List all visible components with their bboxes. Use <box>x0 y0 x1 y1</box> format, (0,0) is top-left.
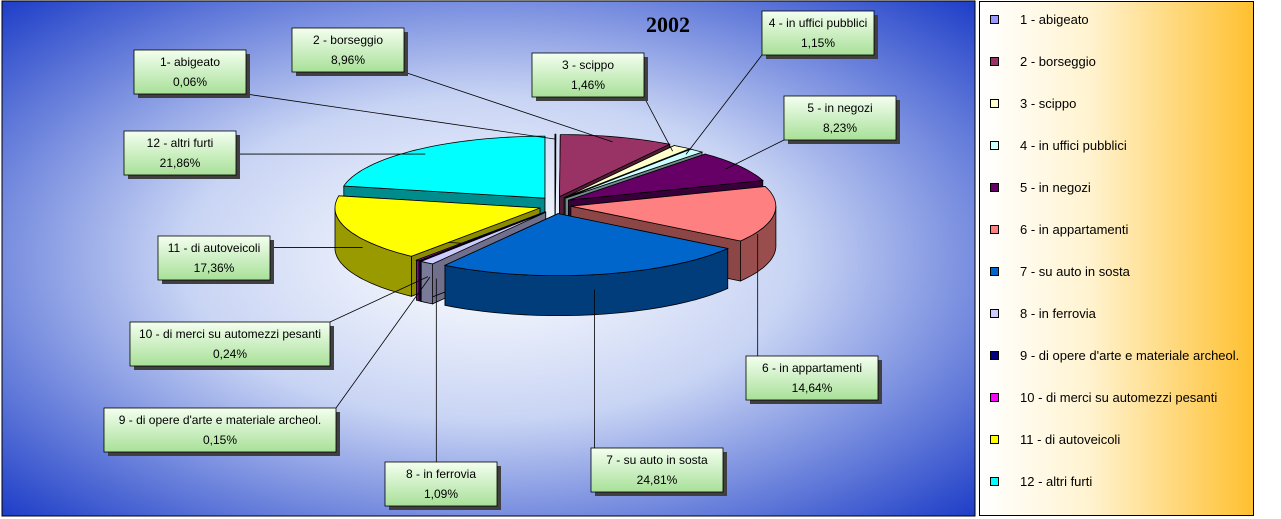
legend-label: 8 - in ferrovia <box>1020 306 1096 321</box>
legend-swatch <box>990 141 999 150</box>
legend-label: 1 - abigeato <box>1020 12 1089 27</box>
slice <box>343 135 546 199</box>
callout-label: 8 - in ferrovia <box>406 467 476 481</box>
callout-value: 21,86% <box>160 156 201 170</box>
callout-label: 4 - in uffici pubblici <box>769 16 868 30</box>
callout-label: 7 - su auto in sosta <box>606 453 708 467</box>
callout-value: 24,81% <box>637 473 678 487</box>
chart-title: 2002 <box>646 12 690 37</box>
callout-box <box>129 321 331 367</box>
callout-label: 1- abigeato <box>160 55 220 69</box>
legend-swatch <box>990 351 999 360</box>
slice <box>443 213 730 276</box>
callout-label: 11 - di autoveicoli <box>168 241 261 255</box>
slice <box>554 133 557 197</box>
legend-swatch <box>990 15 999 24</box>
callout-box <box>291 27 405 73</box>
callout-box <box>783 95 897 141</box>
leader-line <box>685 54 763 155</box>
slice <box>564 145 691 199</box>
callout-box <box>590 447 724 493</box>
legend-swatch <box>990 57 999 66</box>
legend-swatch <box>990 99 999 108</box>
callout-label: 9 - di opere d'arte e materiale archeol. <box>119 413 321 427</box>
legend-label: 4 - in uffici pubblici <box>1020 138 1127 153</box>
legend-swatch <box>990 267 999 276</box>
callout-value: 14,64% <box>792 381 833 395</box>
callout-box <box>531 52 645 98</box>
callout-box <box>133 49 247 95</box>
callout-label: 6 - in appartamenti <box>762 361 862 375</box>
legend-swatch <box>990 435 999 444</box>
leader-line <box>643 96 673 152</box>
callout-label: 12 - altri furti <box>147 136 214 150</box>
callout-box <box>384 461 498 507</box>
callout-value: 1,46% <box>571 78 605 92</box>
legend-item: 8 - in ferrovia <box>990 306 1252 322</box>
legend-item: 10 - di merci su automezzi pesanti <box>990 390 1252 406</box>
legend-label: 10 - di merci su automezzi pesanti <box>1020 390 1218 405</box>
legend-item: 6 - in appartamenti <box>990 222 1252 238</box>
legend-label: 7 - su auto in sosta <box>1020 264 1130 279</box>
leader-line <box>403 71 613 143</box>
callout-box <box>157 235 271 281</box>
slice <box>565 148 704 199</box>
leader-line <box>725 139 785 170</box>
leader-line <box>335 276 431 409</box>
leader-line <box>245 93 556 140</box>
callout-box <box>123 130 237 176</box>
legend: 1 - abigeato 2 - borseggio 3 - scippo 4 - i… <box>979 1 1254 516</box>
legend-item: 1 - abigeato <box>990 12 1252 28</box>
legend-swatch <box>990 309 999 318</box>
legend-label: 6 - in appartamenti <box>1020 222 1129 237</box>
legend-label: 12 - altri furti <box>1020 474 1093 489</box>
callout-value: 0,06% <box>173 75 207 89</box>
slice <box>570 186 777 242</box>
callout-value: 8,96% <box>331 53 365 67</box>
callout-box <box>761 10 875 56</box>
legend-swatch <box>990 225 999 234</box>
legend-label: 11 - di autoveicoli <box>1020 432 1121 447</box>
legend-item: 9 - di opere d'arte e materiale archeol. <box>990 348 1252 364</box>
slice <box>419 211 546 265</box>
legend-item: 3 - scippo <box>990 96 1252 112</box>
callout-box <box>745 355 879 401</box>
legend-item: 11 - di autoveicoli <box>990 432 1252 448</box>
chart: 2002 1- abigeato 0,06% 2 - borseggio 8,96% 3… <box>1 0 976 517</box>
callout-value: 1,15% <box>801 36 835 50</box>
slice-wall <box>420 260 433 305</box>
callout-value: 0,24% <box>213 347 247 361</box>
callout-label: 2 - borseggio <box>313 33 383 47</box>
legend-item: 5 - in negozi <box>990 180 1252 196</box>
legend-swatch <box>990 477 999 486</box>
legend-label: 2 - borseggio <box>1020 54 1096 69</box>
slice <box>334 195 541 257</box>
legend-label: 9 - di opere d'arte e materiale archeol. <box>1020 348 1240 363</box>
legend-swatch <box>990 183 999 192</box>
callout-label: 3 - scippo <box>562 58 614 72</box>
callout-box <box>103 407 337 453</box>
legend-label: 5 - in negozi <box>1020 180 1091 195</box>
slice <box>568 153 764 201</box>
callout-value: 1,09% <box>424 487 458 501</box>
legend-label: 3 - scippo <box>1020 96 1077 111</box>
legend-item: 12 - altri furti <box>990 474 1252 490</box>
legend-item: 4 - in uffici pubblici <box>990 138 1252 154</box>
callout-value: 8,23% <box>823 121 857 135</box>
legend-item: 2 - borseggio <box>990 54 1252 70</box>
leader-line <box>329 276 429 323</box>
legend-swatch <box>990 393 999 402</box>
legend-item: 7 - su auto in sosta <box>990 264 1252 280</box>
slice <box>559 134 671 198</box>
callout-label: 10 - di merci su automezzi pesanti <box>139 327 321 341</box>
callout-label: 5 - in negozi <box>807 101 872 115</box>
callout-value: 17,36% <box>194 261 235 275</box>
callout-value: 0,15% <box>203 433 237 447</box>
